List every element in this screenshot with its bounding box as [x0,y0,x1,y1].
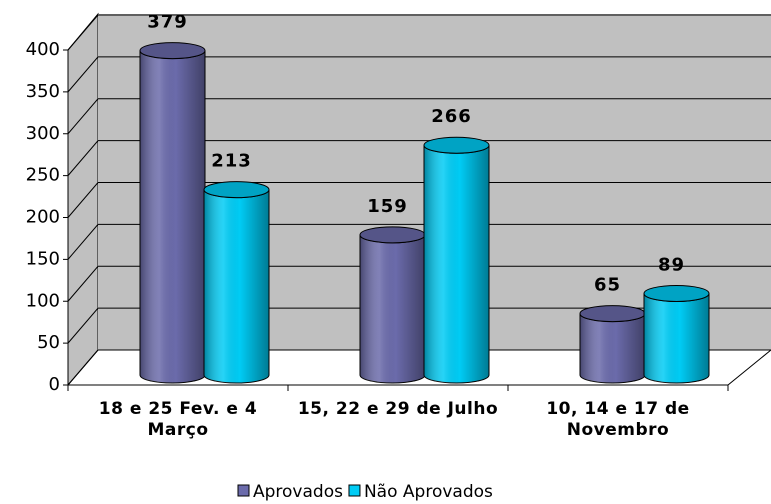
bar-top [203,181,270,199]
grid-line [67,223,771,260]
x-tick-label: 10, 14 e 17 de Novembro [546,399,690,440]
y-tick-label: 50 [37,332,60,353]
bar-shade [644,293,709,383]
bar-top [139,42,206,60]
y-tick-label: 400 [26,39,60,60]
bar-top-shade [360,226,425,243]
x-tick-label: 15, 22 e 29 de Julho [297,399,499,419]
value-label: 266 [431,106,472,127]
bar-shade [360,234,425,383]
x-tick-label: 18 e 25 Fev. e 4 Março [98,399,258,440]
y-tick-label: 200 [26,207,60,228]
y-tick-label: 300 [26,123,60,144]
bar-top-shade [140,42,205,59]
y-tick-label: 350 [26,81,60,102]
bar-top [643,284,710,302]
legend-swatch [348,484,361,497]
bar-shade [204,189,269,383]
value-label: 379 [147,12,188,33]
y-tick-label: 100 [26,290,60,311]
bar-shade [424,145,489,383]
bar-top [423,136,490,154]
value-label: 65 [594,275,621,296]
bar-top-shade [204,181,269,198]
y-tick-label: 0 [49,374,60,395]
grid-line [67,182,771,218]
grid-line [67,56,771,93]
bar-top-shade [424,137,489,154]
legend-label: Aprovados [253,482,343,502]
legend-swatch [237,484,250,497]
grid-line [67,265,771,302]
value-label: 213 [211,151,252,172]
bar-shade [140,50,205,384]
grid-line [67,98,771,135]
grid-line [67,14,771,51]
grid-line [67,349,771,386]
y-tick-label: 150 [26,248,60,269]
value-label: 89 [658,254,685,275]
bar-top-shade [580,305,645,322]
grid-line [67,140,771,176]
y-tick-label: 250 [26,165,60,186]
grid-line [67,307,771,344]
value-label: 159 [367,196,408,217]
bar-top-shade [644,285,709,302]
bar-shade [580,313,645,383]
legend-label: Não Aprovados [364,482,493,502]
